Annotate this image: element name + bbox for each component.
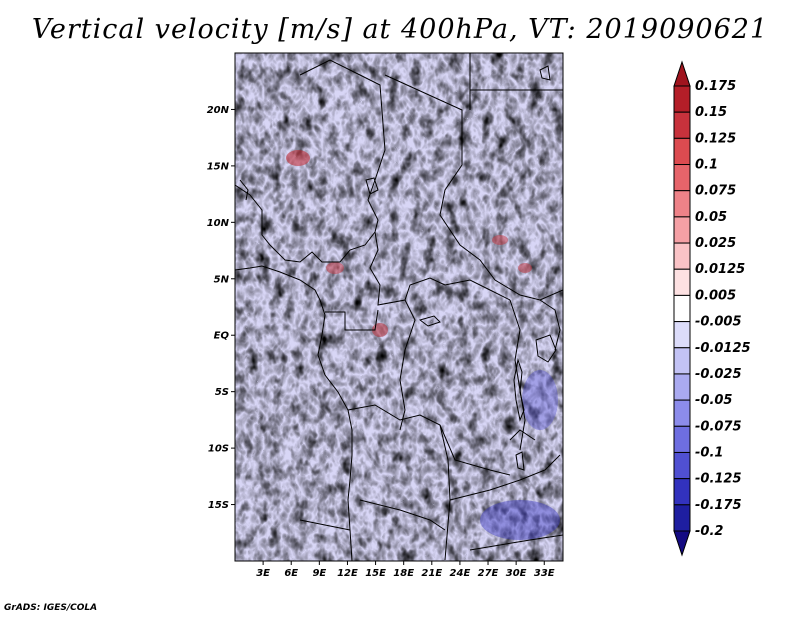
lon-tick-label: 3E <box>256 568 270 579</box>
longitude-axis: 3E 6E 9E 12E 15E 18E 21E 24E 27E 30E 33E <box>256 561 555 579</box>
colorbar-segment <box>673 373 691 401</box>
colorbar-label: -0.05 <box>695 393 732 408</box>
colorbar-segment <box>673 504 691 532</box>
colorbar-segment <box>673 294 691 323</box>
colorbar-label: -0.0125 <box>695 341 751 356</box>
lon-tick-label: 18E <box>393 568 414 579</box>
colorbar-label: 0.175 <box>695 79 736 94</box>
colorbar-segment <box>673 216 691 244</box>
lon-tick-label: 9E <box>312 568 326 579</box>
colorbar-label: -0.1 <box>695 445 723 460</box>
lon-tick-label: 6E <box>284 568 298 579</box>
lat-tick-label: 5N <box>214 274 230 285</box>
lon-tick-label: 21E <box>421 568 442 579</box>
colorbar-segment <box>673 242 691 270</box>
colorbar-label: 0.05 <box>695 210 727 225</box>
colorbar-label: -0.175 <box>695 498 742 513</box>
colorbar-segment <box>673 190 691 218</box>
colorbar-label: 0.025 <box>695 236 736 251</box>
lat-tick-label: 10N <box>207 218 230 229</box>
lon-tick-label: 15E <box>365 568 386 579</box>
colorbar-segment <box>673 321 691 349</box>
colorbar-label: 0.1 <box>695 158 718 173</box>
lon-tick-label: 33E <box>534 568 555 579</box>
colorbar-label: -0.025 <box>695 367 742 382</box>
lakes <box>365 65 557 471</box>
map-frame <box>234 52 564 562</box>
lon-tick-label: 12E <box>337 568 358 579</box>
grads-credit: GrADS: IGES/COLA <box>4 603 98 613</box>
colorbar-label: -0.2 <box>695 524 723 539</box>
lat-tick-label: 15S <box>208 500 229 511</box>
lon-tick-label: 24E <box>450 568 471 579</box>
colorbar-segment <box>673 530 691 557</box>
latitude-axis: 20N 15N 10N 5N EQ 5S 10S 15S <box>207 105 235 511</box>
colorbar-segment <box>673 451 691 480</box>
colorbar-segment <box>673 60 691 87</box>
colorbar-label: -0.125 <box>695 472 742 487</box>
colorbar-segment <box>673 111 691 139</box>
colorbar-label: 0.0125 <box>695 262 745 277</box>
colorbar-label: 0.005 <box>695 288 736 303</box>
vertical-velocity-field <box>235 53 563 561</box>
colorbar-segment <box>673 478 691 506</box>
colorbar-label: -0.075 <box>695 419 742 434</box>
lat-tick-label: 10S <box>208 444 229 455</box>
lat-tick-label: EQ <box>214 331 230 342</box>
lat-tick-label: 15N <box>207 161 230 172</box>
colorbar-segment <box>673 268 691 296</box>
colorbar-segment <box>673 85 691 113</box>
colorbar: 0.175 0.15 0.125 0.1 0.075 0.05 0.025 0.0125 0.0… <box>673 60 751 557</box>
colorbar-segment <box>673 399 691 427</box>
colorbar-segment <box>673 137 691 166</box>
colorbar-segment <box>673 164 691 192</box>
country-borders <box>235 53 563 561</box>
colorbar-segment <box>673 425 691 453</box>
lon-tick-label: 27E <box>478 568 499 579</box>
lat-tick-label: 5S <box>215 387 229 398</box>
colorbar-segment <box>673 347 691 375</box>
lon-tick-label: 30E <box>506 568 527 579</box>
lat-tick-label: 20N <box>207 105 230 116</box>
map-title: Vertical velocity [m/s] at 400hPa, VT: 2… <box>31 14 769 45</box>
colorbar-label: 0.15 <box>695 105 727 120</box>
colorbar-label: 0.075 <box>695 184 736 199</box>
colorbar-label: 0.125 <box>695 131 736 146</box>
colorbar-label: -0.005 <box>695 315 742 330</box>
